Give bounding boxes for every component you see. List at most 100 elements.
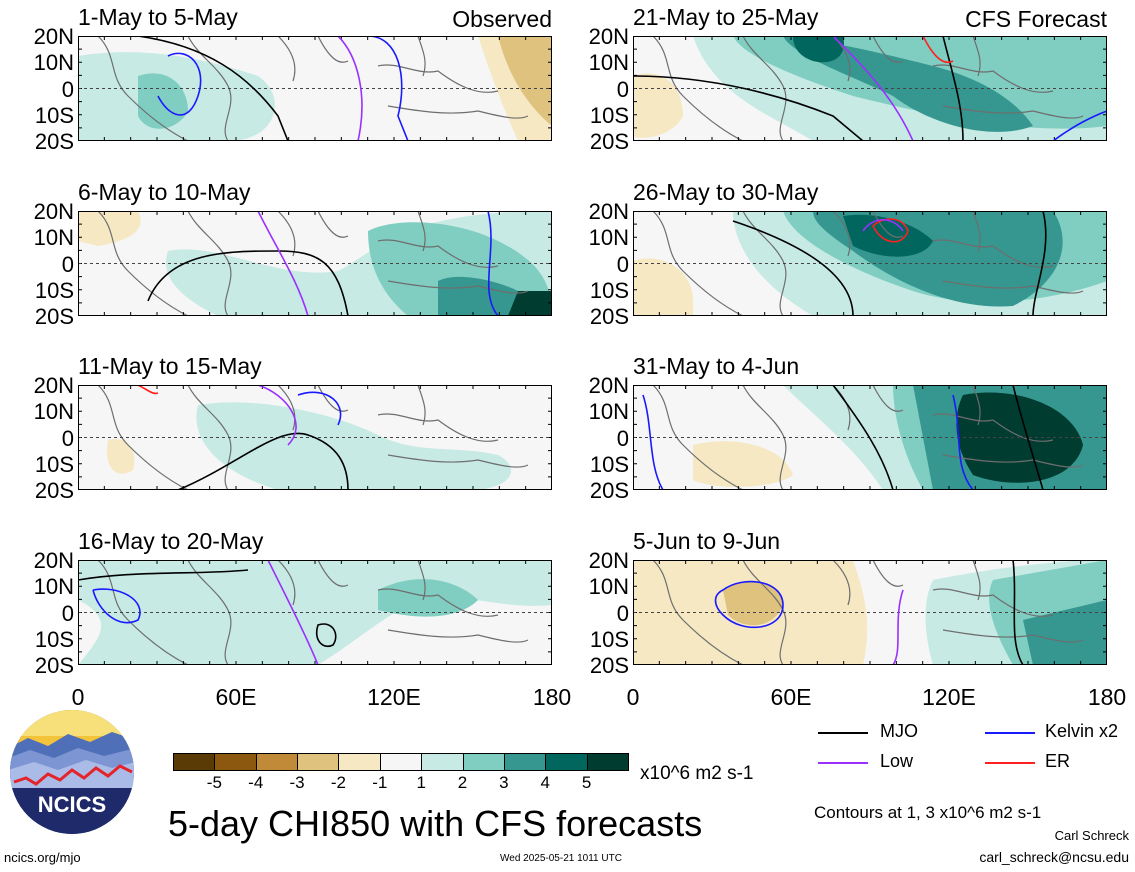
latitude-label: 10N	[33, 50, 74, 76]
map-panel	[78, 385, 552, 490]
longitude-label: 60E	[215, 684, 257, 710]
latitude-label: 10S	[589, 626, 629, 652]
contours-note: Contours at 1, 3 x10^6 m2 s-1	[814, 803, 1042, 822]
latitude-label: 0	[61, 251, 74, 277]
latitude-label: 10S	[34, 277, 74, 303]
legend-mjo-label: MJO	[880, 721, 918, 741]
map-panel	[78, 211, 552, 316]
colorbar-swatch	[297, 753, 340, 771]
latitude-label: 10N	[33, 225, 74, 251]
longitude-label: 60E	[770, 684, 812, 710]
colorbar-tick: -4	[248, 773, 264, 792]
map-panel	[78, 560, 552, 665]
latitude-label: 10S	[34, 102, 74, 128]
legend-low-label: Low	[880, 751, 914, 771]
latitude-label: 10N	[33, 574, 74, 600]
panel-title: 31-May to 4-Jun	[633, 353, 800, 379]
latitude-label: 10N	[588, 50, 629, 76]
colorbar-swatch	[255, 753, 299, 771]
map-panel	[78, 36, 552, 141]
latitude-label: 20N	[33, 373, 74, 398]
longitude-label: 0	[71, 684, 85, 710]
latitude-label: 20S	[34, 653, 74, 678]
panel-title: 1-May to 5-May	[78, 4, 238, 30]
latitude-label: 0	[616, 76, 629, 102]
colorbar-tick: 5	[581, 773, 592, 792]
latitude-label: 10N	[588, 225, 629, 251]
legend-er-line	[985, 762, 1035, 764]
panel-title: 5-Jun to 9-Jun	[633, 528, 781, 554]
latitude-label: 0	[616, 600, 629, 626]
panel-title: 26-May to 30-May	[633, 179, 819, 205]
panel-title: 21-May to 25-May	[633, 4, 819, 30]
latitude-label: 20S	[589, 478, 629, 503]
latitude-label: 20S	[34, 478, 74, 503]
panel-tag: CFS Forecast	[965, 6, 1107, 32]
latitude-label: 20N	[33, 548, 74, 573]
latitude-label: 20S	[34, 129, 74, 154]
latitude-label: 20N	[588, 548, 629, 573]
colorbar: -5 -4 -3 -2 -1 1 2 3 4 5	[173, 753, 629, 803]
latitude-label: 0	[61, 76, 74, 102]
latitude-label: 20S	[34, 304, 74, 329]
latitude-label: 20S	[589, 653, 629, 678]
logo-text: NCICS	[38, 792, 106, 817]
latitude-label: 20S	[589, 129, 629, 154]
latitude-label: 10N	[588, 399, 629, 425]
colorbar-tick: -3	[289, 773, 305, 792]
colorbar-swatch	[214, 753, 257, 771]
longitude-label: 120E	[367, 684, 421, 710]
colorbar-tick: -5	[206, 773, 222, 792]
latitude-label: 10N	[588, 574, 629, 600]
colorbar-swatch	[586, 753, 629, 771]
panel-title: 11-May to 15-May	[78, 353, 262, 379]
latitude-label: 10S	[589, 102, 629, 128]
latitude-label: 10S	[589, 277, 629, 303]
colorbar-tick: -1	[372, 773, 388, 792]
latitude-label: 10N	[33, 399, 74, 425]
colorbar-tick: 3	[499, 773, 509, 792]
longitude-label: 0	[626, 684, 640, 710]
author-name: Carl Schreck	[1054, 828, 1129, 843]
colorbar-tick: 4	[540, 773, 550, 792]
figure-title: 5-day CHI850 with CFS forecasts	[168, 803, 703, 844]
panel-title: 6-May to 10-May	[78, 179, 251, 205]
colorbar-swatch	[503, 753, 547, 771]
latitude-label: 0	[61, 425, 74, 451]
legend-low-line	[818, 762, 868, 764]
legend-kelvin-label: Kelvin x2	[1045, 721, 1119, 741]
latitude-label: 0	[61, 600, 74, 626]
colorbar-tick: -2	[330, 773, 347, 792]
latitude-label: 0	[616, 251, 629, 277]
colorbar-swatch	[462, 753, 505, 771]
latitude-label: 20N	[588, 24, 629, 49]
source-url: ncics.org/mjo	[4, 850, 81, 865]
legend-kelvin-line	[985, 732, 1035, 734]
map-panel	[633, 36, 1107, 141]
latitude-label: 10S	[589, 451, 629, 477]
colorbar-swatch	[421, 753, 464, 771]
colorbar-swatch	[338, 753, 381, 771]
map-panel	[633, 560, 1107, 665]
latitude-label: 20N	[588, 199, 629, 224]
panel-tag: Observed	[452, 6, 552, 32]
longitude-label: 120E	[922, 684, 976, 710]
latitude-label: 10S	[34, 451, 74, 477]
latitude-label: 20S	[589, 304, 629, 329]
colorbar-units: x10^6 m2 s-1	[640, 763, 754, 784]
colorbar-swatch	[545, 753, 588, 771]
latitude-label: 20N	[33, 199, 74, 224]
legend-mjo-line	[818, 732, 868, 734]
colorbar-tick: 2	[457, 773, 468, 792]
timestamp: Wed 2025-05-21 1011 UTC	[500, 853, 622, 864]
map-panel	[633, 211, 1107, 316]
colorbar-swatch	[173, 753, 216, 771]
latitude-label: 20N	[588, 373, 629, 398]
author-email: carl_schreck@ncsu.edu	[979, 849, 1129, 865]
longitude-label: 180	[532, 684, 572, 710]
ncics-logo: NCICS	[10, 710, 134, 834]
legend-er-label: ER	[1045, 751, 1071, 771]
map-panel	[633, 385, 1107, 490]
latitude-label: 20N	[33, 24, 74, 49]
latitude-label: 10S	[34, 626, 74, 652]
